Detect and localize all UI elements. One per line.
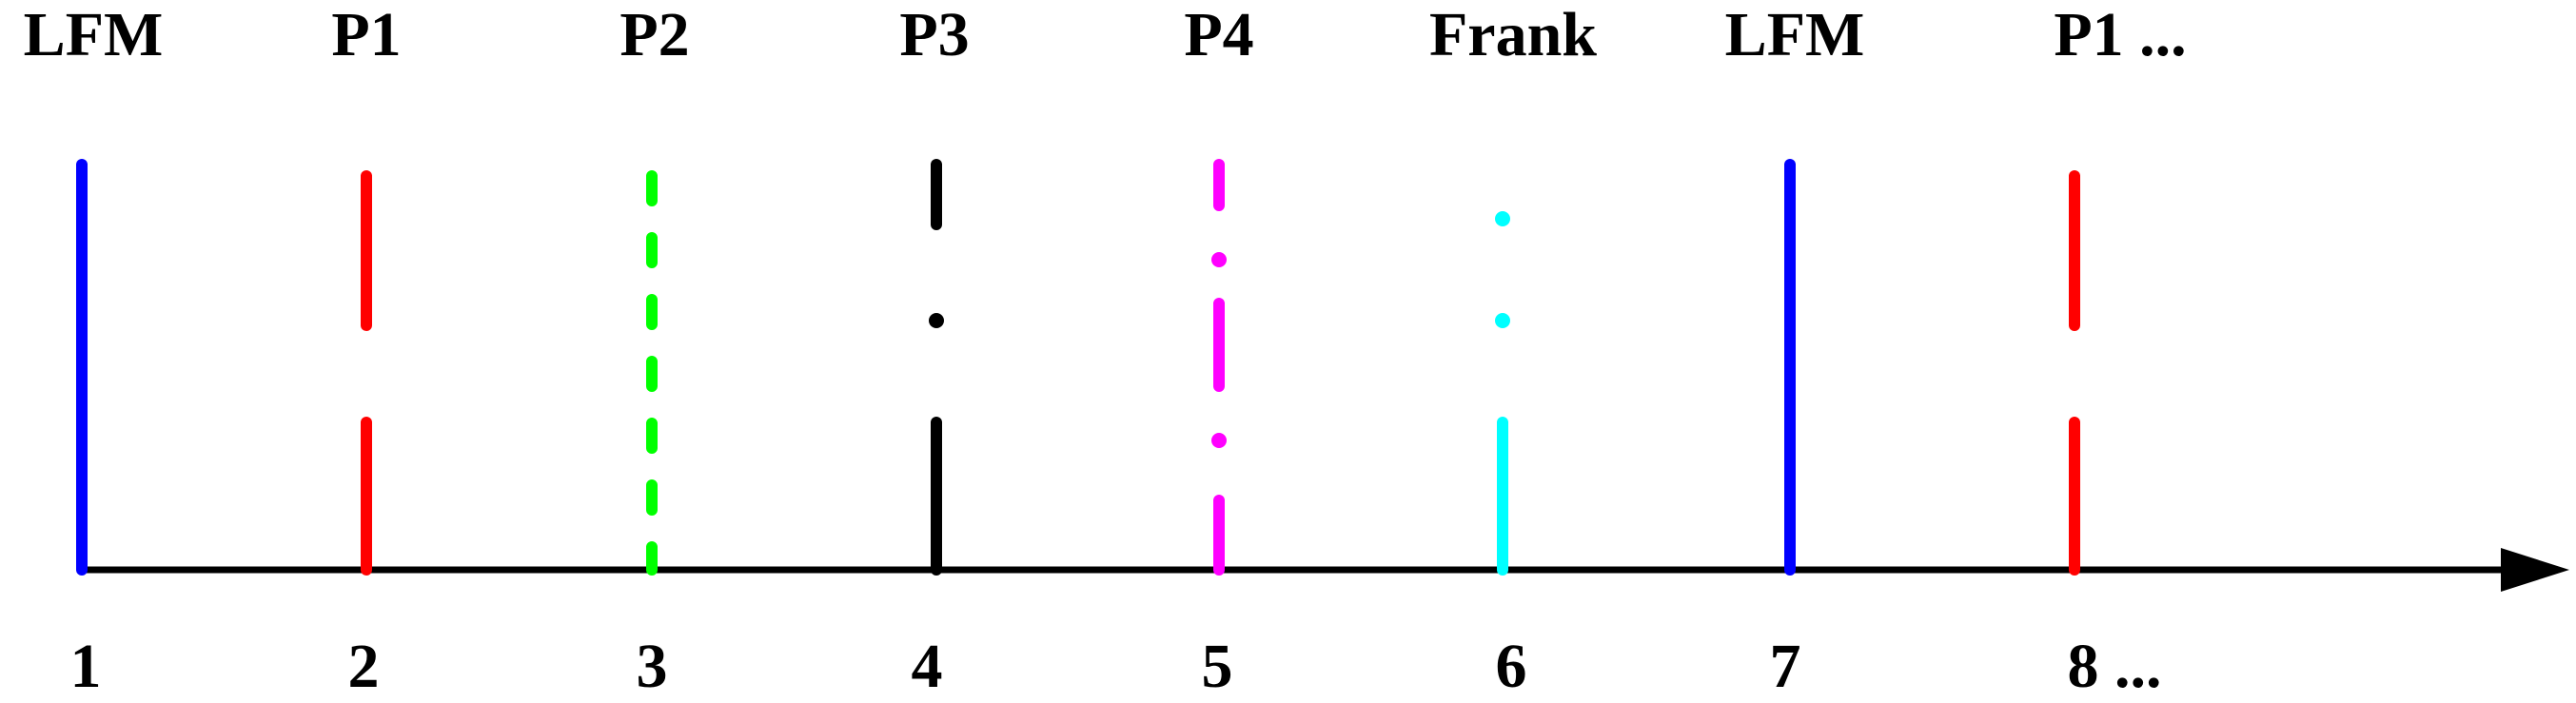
pulse-label: P1 [331,0,401,69]
index-label: 3 [637,632,668,701]
pulse-label: P4 [1184,0,1253,69]
dot [1211,433,1227,448]
dot [1495,313,1510,328]
index-label: 2 [348,632,380,701]
pulse-line [929,159,944,576]
index-label: 7 [1770,632,1801,701]
pulse-label: LFM [24,0,164,69]
pulse-line [1495,211,1510,576]
pulse-line [1211,159,1227,576]
dot [1495,211,1510,226]
pulse-label: Frank [1429,0,1597,69]
pulse-label: LFM [1725,0,1865,69]
index-label: 4 [912,632,943,701]
pulse-label: P2 [619,0,689,69]
pulse-label: P1 ... [2054,0,2186,69]
axis-arrow [2501,548,2569,592]
pulse-label: P3 [899,0,969,69]
dot [1211,252,1227,267]
index-label: 6 [1496,632,1527,701]
index-label: 8 ... [2068,632,2162,701]
dot [929,313,944,328]
index-label: 5 [1202,632,1233,701]
index-label: 1 [70,632,102,701]
